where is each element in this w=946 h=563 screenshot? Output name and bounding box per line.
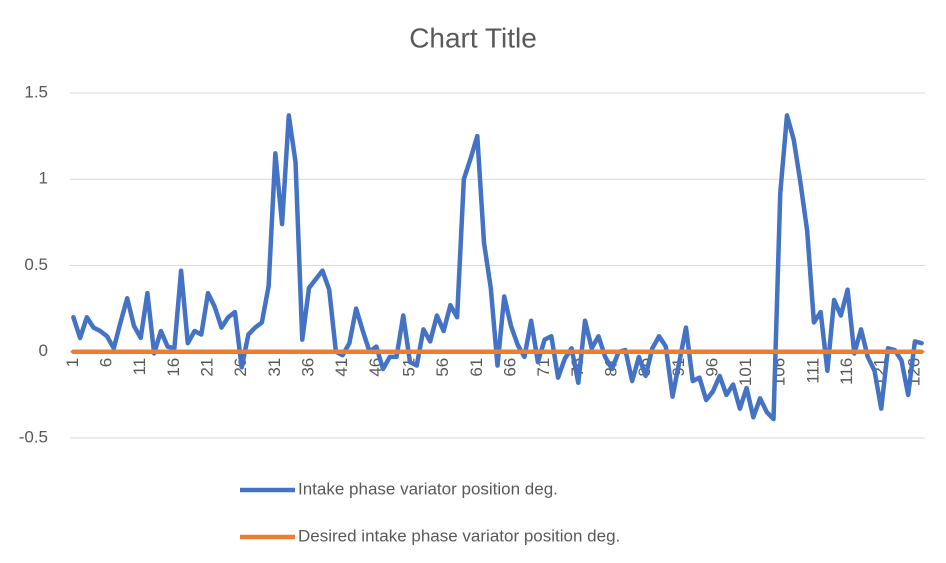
y-tick-label: 0.5 [24,255,48,274]
x-tick-label: 111 [803,358,822,384]
x-tick-label: 1 [63,358,82,367]
y-tick-label: 0 [39,341,48,360]
chart-title: Chart Title [409,22,537,53]
x-tick-label: 36 [298,358,317,377]
x-tick-label: 61 [467,358,486,377]
series-line [71,113,924,422]
x-tick-label: 21 [197,358,216,377]
x-tick-label: 6 [97,358,116,367]
x-tick-label: 16 [164,358,183,377]
y-tick-label: 1.5 [24,82,48,101]
x-tick-label: 96 [702,358,721,377]
x-tick-label: 56 [433,358,452,377]
x-tick-label: 101 [736,358,755,386]
y-tick-label: -0.5 [19,427,48,446]
x-tick-label: 31 [265,358,284,377]
legend-label: Intake phase variator position deg. [298,479,558,498]
x-tick-label: 116 [837,358,856,385]
legend-label: Desired intake phase variator position d… [298,526,620,545]
x-tick-label: 11 [130,358,149,376]
x-tick-label: 41 [332,358,351,377]
y-tick-label: 1 [39,169,48,188]
x-tick-label: 66 [500,358,519,377]
